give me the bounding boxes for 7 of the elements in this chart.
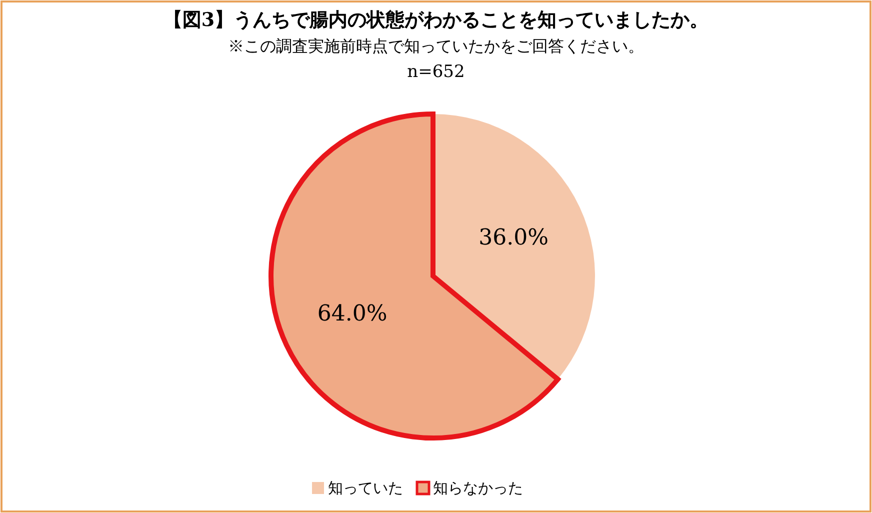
chart-subtitle: ※この調査実施前時点で知っていたかをご回答ください。 bbox=[228, 36, 644, 56]
data-label: 36.0% bbox=[478, 226, 549, 251]
legend-label: 知っていた bbox=[328, 479, 403, 497]
legend-label: 知らなかった bbox=[433, 479, 523, 497]
text: n=652 bbox=[407, 62, 465, 82]
data-label: 64.0% bbox=[317, 301, 388, 326]
chart-title: 【図3】うんちで腸内の状態がわかることを知っていましたか。 bbox=[163, 9, 709, 31]
